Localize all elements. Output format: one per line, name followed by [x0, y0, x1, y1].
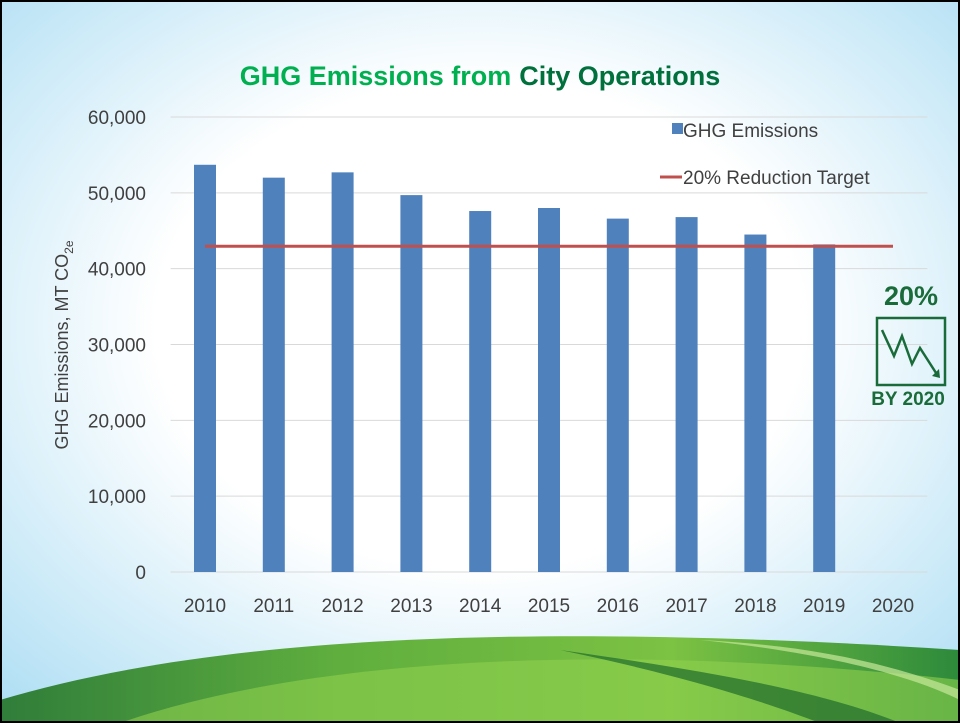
bar — [538, 208, 560, 572]
title-part: GHG Emissions from — [240, 61, 512, 91]
x-tick-label: 2011 — [253, 596, 294, 617]
bar — [676, 217, 698, 572]
x-tick-label: 2012 — [321, 596, 363, 617]
y-tick-label: 10,000 — [88, 487, 146, 508]
y-tick-label: 0 — [135, 563, 146, 584]
x-tick-label: 2017 — [665, 596, 707, 617]
bar — [332, 172, 354, 572]
bar — [607, 219, 629, 572]
badge-year: BY 2020 — [871, 389, 945, 410]
y-tick-label: 50,000 — [88, 184, 146, 205]
y-tick-label: 30,000 — [88, 336, 146, 357]
slide: GHG Emissions fromCity OperationsGHG Emi… — [0, 0, 960, 723]
legend-label: GHG Emissions — [683, 121, 818, 142]
bar — [263, 178, 285, 572]
x-tick-label: 2010 — [184, 596, 226, 617]
x-tick-label: 2015 — [528, 596, 570, 617]
y-tick-label: 20,000 — [88, 411, 146, 432]
x-tick-label: 2013 — [390, 596, 432, 617]
bar — [469, 211, 491, 572]
x-tick-label: 2014 — [459, 596, 502, 617]
title-part: City Operations — [519, 61, 720, 91]
bar — [194, 165, 216, 572]
legend-swatch — [672, 123, 683, 134]
legend-label: 20% Reduction Target — [683, 168, 870, 189]
bar — [744, 235, 766, 572]
x-tick-label: 2020 — [872, 596, 914, 617]
y-label-text: GHG Emissions, MT CO — [52, 254, 72, 450]
x-tick-label: 2019 — [803, 596, 845, 617]
y-label-subscript: 2e — [62, 240, 76, 254]
x-tick-label: 2018 — [734, 596, 776, 617]
bar — [813, 244, 835, 572]
x-tick-label: 2016 — [597, 596, 639, 617]
y-tick-label: 60,000 — [88, 108, 146, 129]
badge-percent: 20% — [884, 281, 938, 311]
y-tick-label: 40,000 — [88, 260, 146, 281]
bar — [400, 195, 422, 572]
page: {"chart_data": { "type": "bar", "title":… — [0, 0, 960, 723]
